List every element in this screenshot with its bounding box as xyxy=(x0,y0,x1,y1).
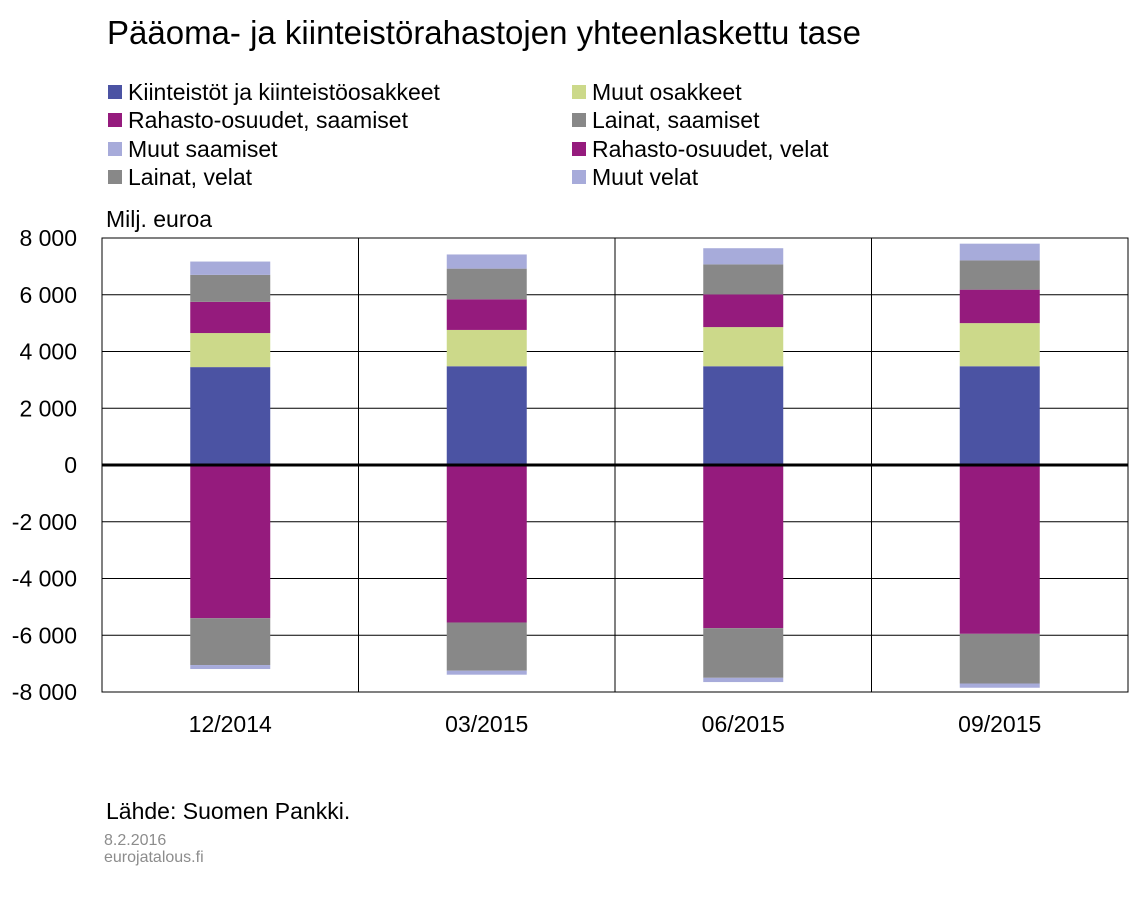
y-tick-label: 4 000 xyxy=(19,339,77,365)
legend-label: Muut osakkeet xyxy=(592,78,742,105)
bar-segment xyxy=(190,465,271,619)
bar-segment xyxy=(446,254,527,269)
x-tick-label: 06/2015 xyxy=(702,711,785,737)
bar-segment xyxy=(190,333,271,368)
bar-segment xyxy=(190,618,271,666)
bar-segment xyxy=(446,299,527,330)
bar-segment xyxy=(190,274,271,302)
x-tick-label: 03/2015 xyxy=(445,711,528,737)
bar-segment xyxy=(446,268,527,300)
legend-label: Rahasto-osuudet, velat xyxy=(592,135,829,162)
x-tick-label: 12/2014 xyxy=(189,711,272,737)
bar-segment xyxy=(703,264,784,295)
y-tick-label: -8 000 xyxy=(12,679,77,705)
legend-swatch xyxy=(108,170,122,184)
bar-segment xyxy=(703,248,784,265)
legend-swatch xyxy=(108,85,122,99)
plot-frame xyxy=(101,237,1129,693)
y-tick-label: 2 000 xyxy=(19,395,77,421)
bar-segment xyxy=(703,294,784,328)
plot-border xyxy=(101,237,1129,693)
legend: Kiinteistöt ja kiinteistöosakkeet Muut o… xyxy=(108,78,908,194)
legend-item-muut-saamiset: Muut saamiset xyxy=(108,135,278,163)
bar-segment xyxy=(446,670,527,675)
bar-segment xyxy=(959,633,1040,684)
y-tick-label: -4 000 xyxy=(12,566,77,592)
bar-segment xyxy=(190,301,271,334)
legend-item-lainat-saamiset: Lainat, saamiset xyxy=(572,106,759,134)
bar-segment xyxy=(190,367,271,465)
bar-segment xyxy=(190,261,271,275)
publish-date: 8.2.2016 xyxy=(104,832,167,849)
y-tick-label: 0 xyxy=(64,452,77,478)
bar-segment xyxy=(703,366,784,465)
legend-label: Lainat, saamiset xyxy=(592,106,760,133)
legend-swatch xyxy=(108,142,122,156)
legend-label: Kiinteistöt ja kiinteistöosakkeet xyxy=(128,78,440,105)
legend-item-lainat-velat: Lainat, velat xyxy=(108,163,252,191)
legend-item-muut-velat: Muut velat xyxy=(572,163,698,191)
legend-swatch xyxy=(572,170,586,184)
legend-label: Lainat, velat xyxy=(128,163,253,190)
legend-item-rahasto-velat: Rahasto-osuudet, velat xyxy=(572,135,829,163)
bar-segment xyxy=(959,465,1040,634)
chart-title: Pääoma- ja kiinteistörahastojen yhteenla… xyxy=(107,14,861,51)
bar-segment xyxy=(446,329,527,367)
unit-label: Milj. euroa xyxy=(106,206,213,232)
y-tick-label: -2 000 xyxy=(12,509,77,535)
bar-segment xyxy=(703,327,784,367)
bar-segment xyxy=(446,622,527,671)
legend-label: Rahasto-osuudet, saamiset xyxy=(128,106,408,133)
legend-label: Muut velat xyxy=(592,163,699,190)
bar-segment xyxy=(703,677,784,683)
x-tick-label: 09/2015 xyxy=(958,711,1041,737)
legend-item-kiinteistot: Kiinteistöt ja kiinteistöosakkeet xyxy=(108,78,440,106)
bars xyxy=(190,243,1040,688)
y-tick-label: 8 000 xyxy=(19,225,77,251)
y-axis-tick-labels: 8 000 6 000 4 000 2 000 0 -2 000 -4 000 -6 000 -… xyxy=(12,225,77,705)
bar-segment xyxy=(959,243,1040,261)
bar-segment xyxy=(703,628,784,678)
bar-segment xyxy=(959,323,1040,367)
site-name: eurojatalous.fi xyxy=(104,849,204,866)
bar-segment xyxy=(190,665,271,670)
source-note: Lähde: Suomen Pankki. xyxy=(106,798,351,824)
legend-item-rahasto-saamiset: Rahasto-osuudet, saamiset xyxy=(108,106,408,134)
y-tick-label: -6 000 xyxy=(12,622,77,648)
bar-segment xyxy=(703,465,784,629)
legend-swatch xyxy=(108,113,122,127)
x-axis-tick-labels: 12/2014 03/2015 06/2015 09/2015 xyxy=(189,711,1042,737)
legend-label: Muut saamiset xyxy=(128,135,278,162)
legend-swatch xyxy=(572,142,586,156)
legend-swatch xyxy=(572,113,586,127)
legend-swatch xyxy=(572,85,586,99)
bar-segment xyxy=(959,683,1040,688)
bar-segment xyxy=(959,366,1040,465)
bar-segment xyxy=(446,366,527,465)
bar-segment xyxy=(446,465,527,623)
bar-segment xyxy=(959,289,1040,324)
legend-item-muut-osakkeet: Muut osakkeet xyxy=(572,78,742,106)
bar-segment xyxy=(959,260,1040,290)
y-tick-label: 6 000 xyxy=(19,282,77,308)
